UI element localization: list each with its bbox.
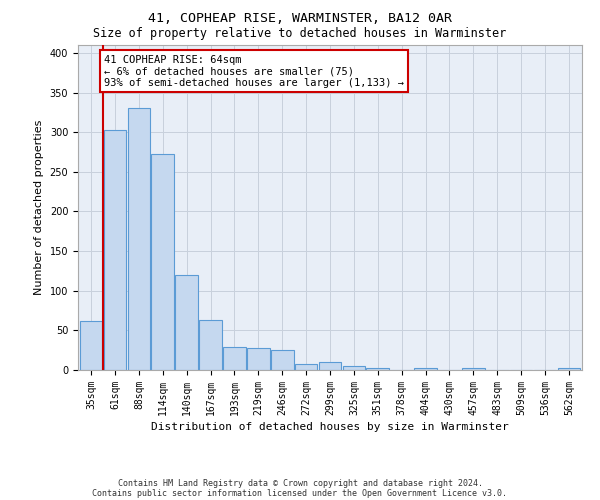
Bar — [557, 368, 580, 370]
Bar — [175, 275, 198, 370]
Bar — [319, 362, 341, 370]
Text: 41 COPHEAP RISE: 64sqm
← 6% of detached houses are smaller (75)
93% of semi-deta: 41 COPHEAP RISE: 64sqm ← 6% of detached … — [104, 54, 404, 88]
X-axis label: Distribution of detached houses by size in Warminster: Distribution of detached houses by size … — [151, 422, 509, 432]
Bar — [367, 368, 389, 370]
Bar — [343, 366, 365, 370]
Bar — [462, 368, 485, 370]
Bar — [247, 348, 269, 370]
Bar — [295, 364, 317, 370]
Y-axis label: Number of detached properties: Number of detached properties — [34, 120, 44, 295]
Bar — [199, 320, 222, 370]
Bar — [151, 154, 174, 370]
Bar — [128, 108, 150, 370]
Text: Contains HM Land Registry data © Crown copyright and database right 2024.: Contains HM Land Registry data © Crown c… — [118, 478, 482, 488]
Bar — [80, 321, 103, 370]
Bar — [104, 130, 127, 370]
Text: 41, COPHEAP RISE, WARMINSTER, BA12 0AR: 41, COPHEAP RISE, WARMINSTER, BA12 0AR — [148, 12, 452, 26]
Bar — [414, 368, 437, 370]
Text: Size of property relative to detached houses in Warminster: Size of property relative to detached ho… — [94, 28, 506, 40]
Bar — [271, 350, 293, 370]
Bar — [223, 347, 246, 370]
Text: Contains public sector information licensed under the Open Government Licence v3: Contains public sector information licen… — [92, 488, 508, 498]
